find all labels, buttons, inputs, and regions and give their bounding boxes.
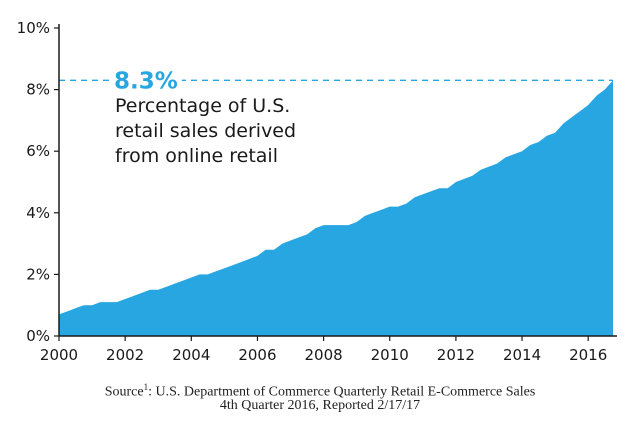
annotation-value: 8.3% (114, 68, 178, 94)
source-line-2: 4th Quarter 2016, Reported 2/17/17 (219, 398, 421, 413)
y-tick-label: 0% (26, 327, 50, 345)
y-tick-label: 10% (17, 19, 50, 37)
x-tick-label: 2010 (371, 346, 409, 364)
source-text: : U.S. Department of Commerce Quarterly … (148, 384, 536, 400)
x-tick-label: 2002 (106, 346, 144, 364)
x-tick-label: 2004 (172, 346, 210, 364)
y-tick-label: 4% (26, 204, 50, 222)
area-series (59, 80, 613, 337)
annotation-line-1: Percentage of U.S. (115, 95, 290, 117)
y-tick-label: 6% (26, 142, 50, 160)
x-tick-label: 2014 (503, 346, 541, 364)
y-tick-label: 8% (26, 81, 50, 99)
x-tick-label: 2016 (569, 346, 607, 364)
x-tick-label: 2000 (40, 346, 78, 364)
annotation: 8.3% Percentage of U.S. retail sales der… (110, 68, 296, 167)
axes (54, 24, 617, 341)
footnote-marker: 1 (143, 382, 149, 392)
source-prefix: Source (104, 384, 144, 400)
x-tick-label: 2008 (305, 346, 343, 364)
annotation-line-3: from online retail (115, 145, 278, 167)
annotation-label-background (110, 68, 182, 95)
x-tick-label: 2006 (238, 346, 276, 364)
tick-labels: 0% 2% 4% 6% 8% 10% 2000 2002 2004 2006 2008 2010 201… (17, 19, 608, 364)
y-tick-label: 2% (26, 265, 50, 283)
annotation-line-2: retail sales derived (115, 120, 296, 142)
x-tick-label: 2012 (437, 346, 475, 364)
source-line-1: Source1: U.S. Department of Commerce Qua… (0, 378, 640, 402)
